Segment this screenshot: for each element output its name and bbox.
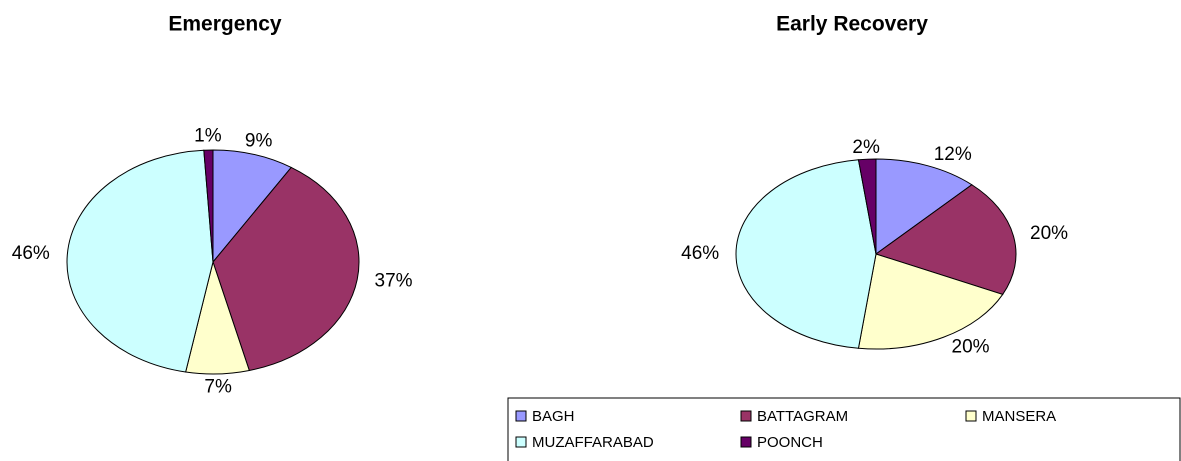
data-label: 46% (12, 243, 50, 264)
data-label: 2% (852, 137, 880, 158)
pie-slice (735, 159, 877, 349)
data-label: 12% (934, 144, 972, 165)
chart-title: Early Recovery (776, 13, 928, 36)
pie-slice (857, 158, 877, 255)
data-label: 7% (204, 376, 232, 397)
data-label: 46% (681, 243, 719, 264)
legend-swatch (965, 410, 977, 422)
pie-slice (874, 184, 1017, 296)
legend-label: POONCH (757, 434, 823, 451)
pie-slice (857, 253, 1004, 350)
pie-slice (212, 149, 293, 264)
data-label: 20% (1030, 223, 1068, 244)
legend-label: MANSERA (982, 408, 1056, 425)
pie-slice (203, 149, 214, 263)
pie-slice (875, 158, 973, 255)
legend-swatch (515, 410, 527, 422)
legend-swatch (740, 436, 752, 448)
legend-box (507, 397, 1181, 461)
pie-slice (66, 149, 214, 373)
legend-swatch (740, 410, 752, 422)
data-label: 9% (245, 131, 273, 152)
data-label: 1% (194, 126, 222, 147)
legend-label: BATTAGRAM (757, 408, 848, 425)
data-label: 20% (952, 336, 990, 357)
legend-swatch (515, 436, 527, 448)
data-label: 37% (375, 271, 413, 292)
pie-slice (212, 166, 360, 372)
legend-label: BAGH (532, 408, 575, 425)
legend-label: MUZAFFARABAD (532, 434, 654, 451)
chart-title: Emergency (168, 13, 282, 36)
